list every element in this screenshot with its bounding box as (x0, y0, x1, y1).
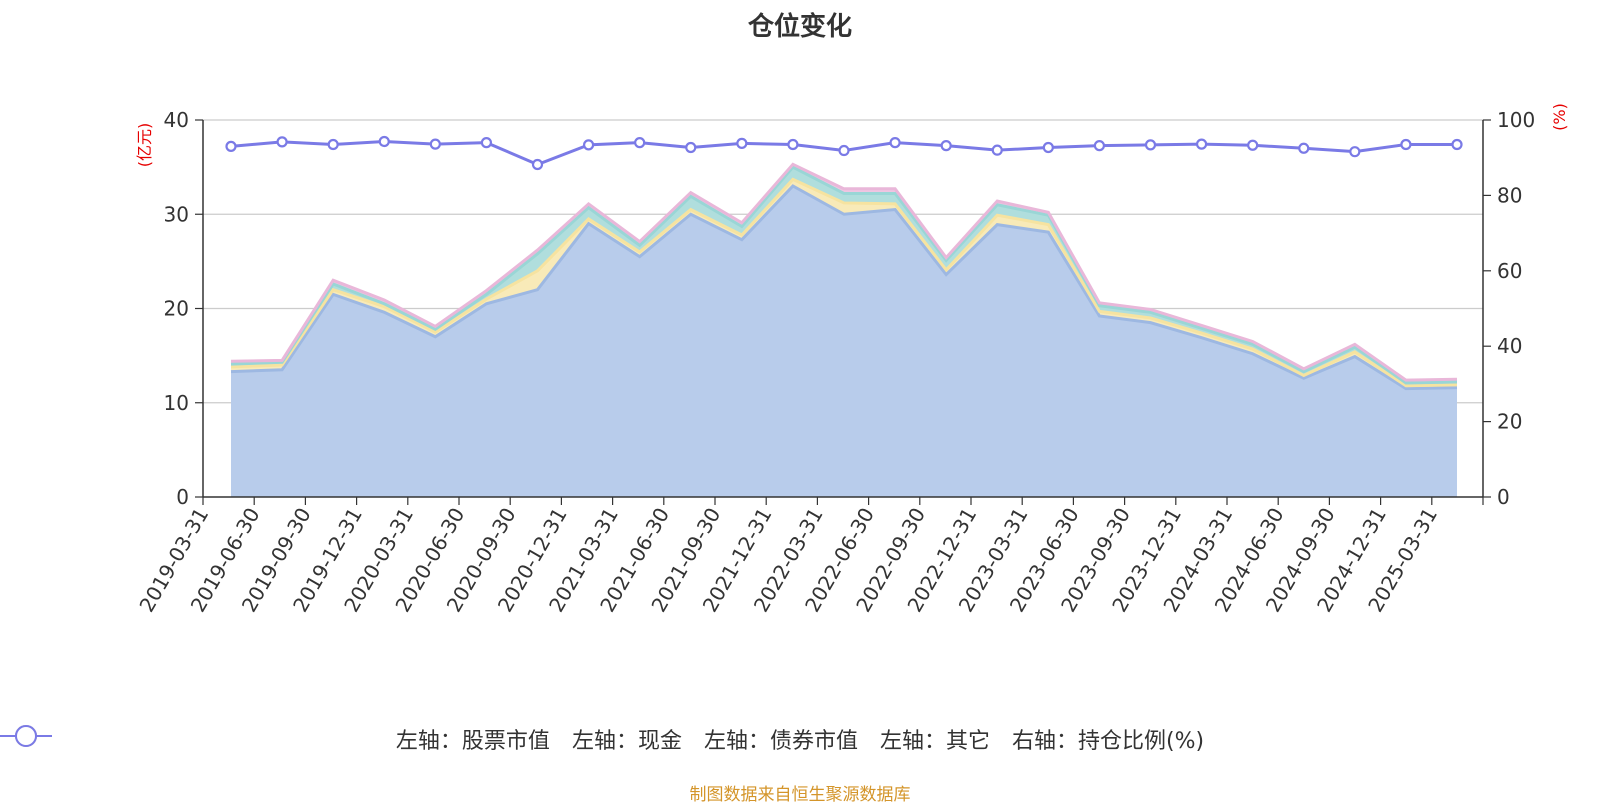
line-point (378, 135, 390, 148)
legend-item[interactable]: 左轴：现金 (0, 723, 682, 755)
y-left-tick-label: 20 (164, 297, 189, 321)
area-edge-0 (230, 184, 1458, 391)
line-point (429, 138, 441, 150)
line-point (1195, 138, 1208, 150)
line-point (276, 136, 288, 148)
area-edge-1 (230, 177, 1458, 388)
line-point (736, 137, 748, 149)
y-right-tick-label: 100 (1497, 108, 1535, 132)
area-0 (231, 185, 1457, 497)
line-point (787, 138, 799, 151)
y-right-tick-label: 80 (1497, 183, 1522, 207)
y-right-tick-label: 60 (1497, 259, 1522, 283)
legend-label: 左轴：其它 (879, 729, 990, 754)
line-point (1144, 139, 1157, 151)
legend-label: 左轴：股票市值 (395, 729, 550, 754)
line-point (1042, 141, 1054, 154)
y-left-tick-label: 0 (176, 485, 189, 509)
y-left-tick-label: 30 (164, 202, 189, 226)
line-point (940, 140, 952, 152)
legend-label: 左轴：现金 (571, 729, 682, 754)
line-point (1247, 139, 1259, 151)
legend-label: 左轴：债券市值 (703, 729, 858, 754)
line-point (480, 137, 493, 149)
y-right-tick-label: 0 (1497, 485, 1510, 509)
y-right-tick-label: 20 (1497, 410, 1522, 434)
line-point (1400, 138, 1412, 151)
legend-item[interactable]: 左轴：其它 (0, 723, 990, 755)
line-point (1298, 142, 1310, 154)
area-edge-2 (230, 165, 1458, 385)
area-edge-3 (230, 162, 1458, 382)
line-point (838, 144, 850, 157)
y-left-unit: (亿元) (135, 123, 154, 168)
line-point (225, 140, 237, 152)
legend-label: 右轴：持仓比例(%) (1011, 729, 1205, 754)
line-point (685, 141, 697, 154)
legend: 左轴：股票市值 左轴：现金 左轴：债券市值 左轴：其它 右轴：持仓比例(%) (0, 723, 1600, 755)
y-left-tick-label: 40 (164, 108, 189, 132)
y-left-tick-label: 10 (164, 391, 189, 415)
legend-item[interactable]: 左轴：债券市值 (0, 723, 858, 755)
chart-title: 仓位变化 (747, 12, 852, 42)
source-note: 制图数据来自恒生聚源数据库 (689, 785, 911, 805)
line-point (1451, 138, 1463, 151)
line-point (889, 137, 901, 149)
y-right-tick-label: 40 (1497, 334, 1522, 358)
line-point (991, 144, 1003, 156)
legend-item[interactable]: 左轴：股票市值 (0, 723, 550, 755)
legend-swatch (0, 725, 52, 747)
line-point (531, 158, 544, 171)
line-point (1093, 140, 1106, 152)
line-point (1349, 146, 1361, 158)
line-point (582, 139, 595, 151)
y-right-unit: (%) (1550, 103, 1569, 131)
line-point (327, 138, 339, 151)
legend-item[interactable]: 右轴：持仓比例(%) (0, 723, 1205, 755)
line-point (634, 137, 646, 149)
